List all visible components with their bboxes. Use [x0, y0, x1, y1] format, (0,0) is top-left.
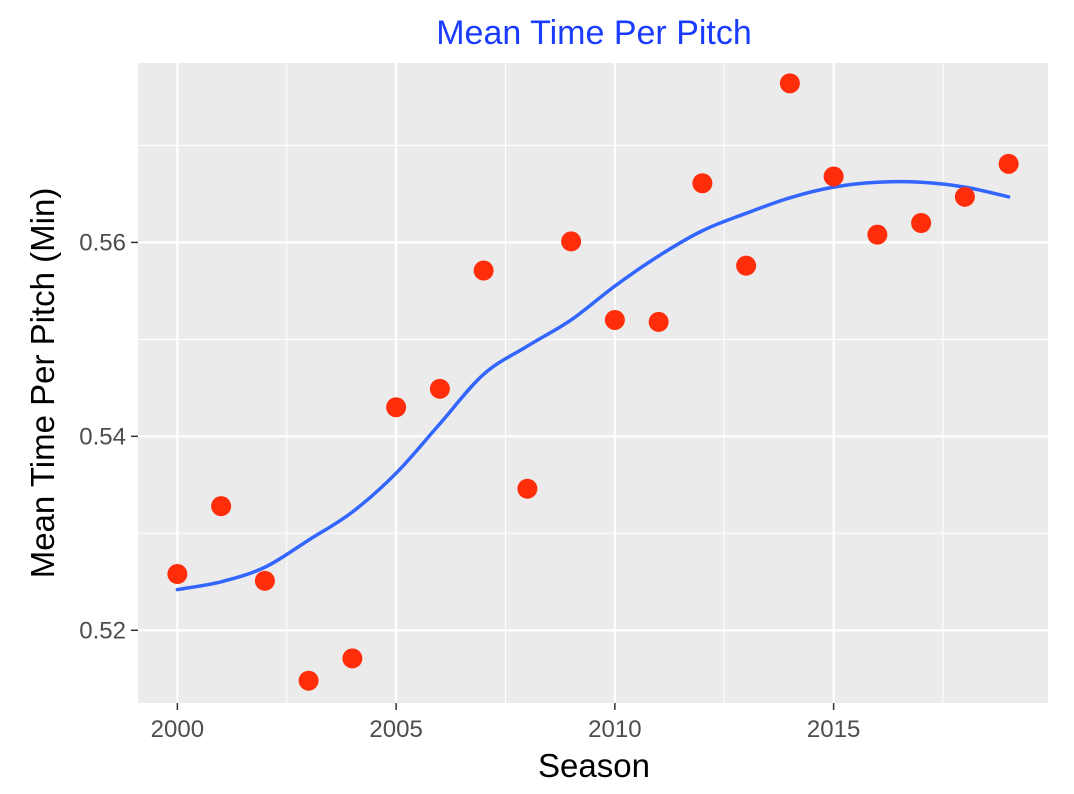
axis-ticks [131, 241, 835, 710]
y-axis-title: Mean Time Per Pitch (Min) [24, 188, 61, 579]
x-tick-label: 2010 [588, 716, 641, 743]
data-point [517, 478, 538, 499]
data-point [779, 73, 800, 94]
y-tick-label: 0.54 [79, 423, 126, 450]
data-point [298, 670, 319, 691]
data-point [998, 153, 1019, 174]
x-tick-label: 2000 [151, 716, 204, 743]
data-point [473, 260, 494, 281]
smooth-trend-line [175, 179, 1011, 592]
y-tick-labels: 0.52 0.54 0.56 [79, 229, 126, 644]
y-tick-label: 0.52 [79, 617, 126, 644]
smooth-line-layer [175, 179, 1011, 592]
x-tick-label: 2015 [807, 716, 860, 743]
data-point [342, 648, 363, 669]
x-tick-label: 2005 [369, 716, 422, 743]
data-point [561, 231, 582, 252]
data-point [736, 255, 757, 276]
data-point [911, 213, 932, 233]
x-axis-title: Season [538, 747, 650, 784]
grid-minor [138, 63, 1048, 703]
data-point [692, 173, 713, 194]
chart-title: Mean Time Per Pitch [436, 14, 752, 52]
y-tick-label: 0.56 [79, 229, 126, 256]
data-point [954, 186, 975, 207]
data-point [386, 397, 407, 418]
data-point [648, 311, 669, 332]
data-point [823, 166, 844, 187]
data-point [254, 570, 275, 591]
data-point [604, 309, 625, 330]
data-point [867, 224, 888, 245]
data-point [211, 496, 232, 517]
points-layer [167, 73, 1019, 691]
plot-panel [138, 63, 1048, 703]
x-tick-labels: 2000 2005 2010 2015 [151, 716, 861, 743]
data-point [167, 564, 188, 585]
data-point [429, 378, 450, 399]
